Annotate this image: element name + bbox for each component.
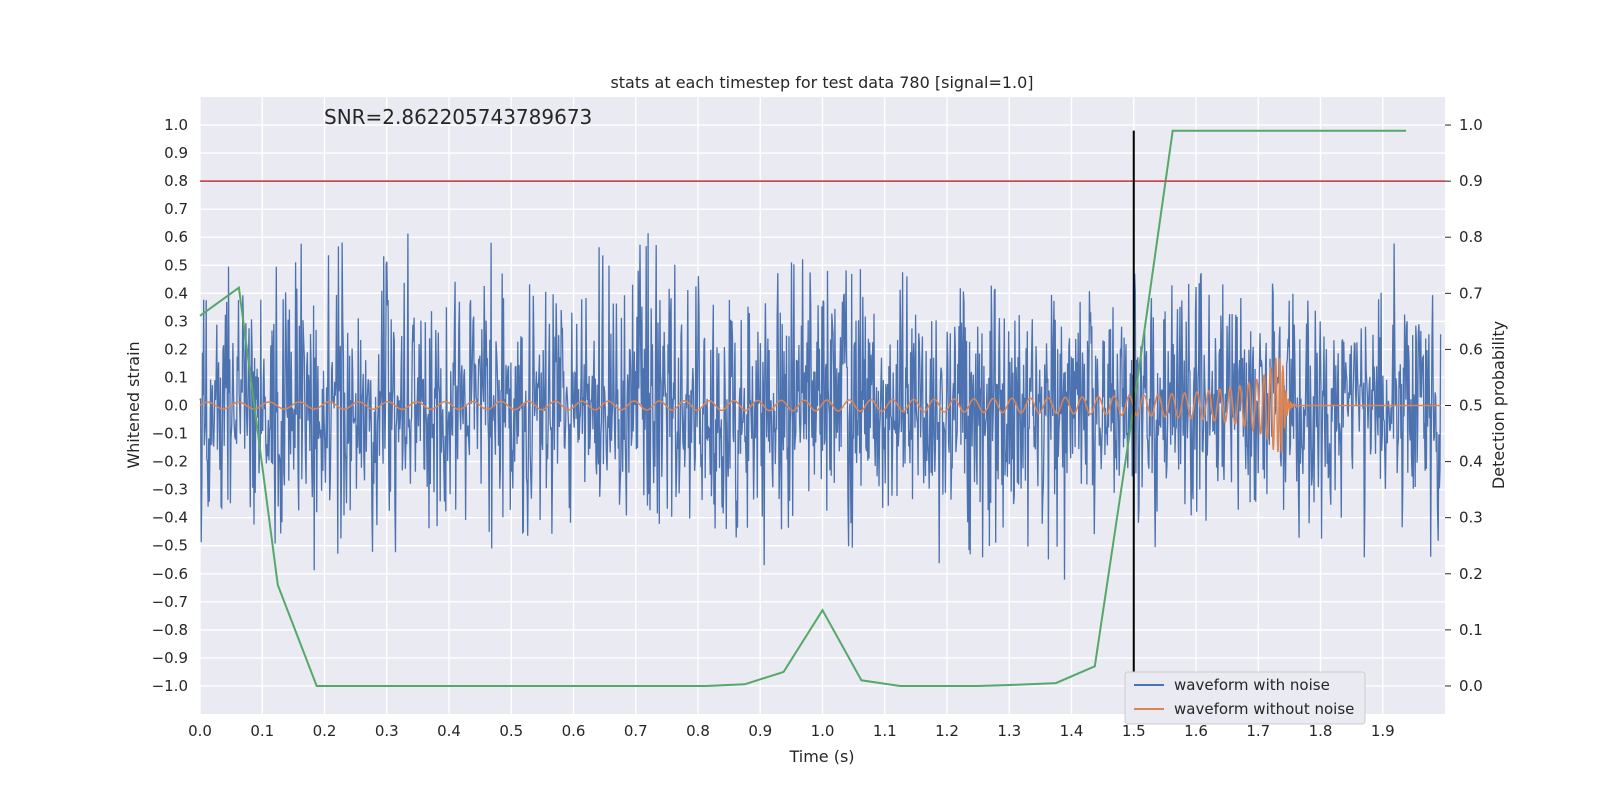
x-tick-label: 0.3 <box>375 722 399 740</box>
y-tick-label: −0.7 <box>152 593 188 611</box>
y2-tick-label: 0.1 <box>1459 621 1483 639</box>
y-tick-label: 0.7 <box>164 200 188 218</box>
y2-tick-label: 0.2 <box>1459 565 1483 583</box>
x-tick-label: 0.1 <box>250 722 274 740</box>
snr-annotation: SNR=2.862205743789673 <box>324 105 592 129</box>
y-tick-label: 0.4 <box>164 284 188 302</box>
legend-label-clean: waveform without noise <box>1174 700 1354 718</box>
y2-tick-label: 0.7 <box>1459 284 1483 302</box>
x-axis-ticks: 0.0 0.1 0.2 0.3 0.4 0.5 0.6 0.7 0.8 0.9 1.0 1.1 1.2 1… <box>188 722 1395 740</box>
y-axis-label: Whitened strain <box>124 341 143 468</box>
y-tick-label: 0.8 <box>164 172 188 190</box>
y-tick-label: 0.3 <box>164 312 188 330</box>
y-tick-label: −1.0 <box>152 677 188 695</box>
legend-box <box>1124 671 1366 725</box>
x-tick-label: 0.8 <box>686 722 710 740</box>
y-tick-label: 0.1 <box>164 368 188 386</box>
y-tick-label: −0.5 <box>152 537 188 555</box>
y-tick-label: −0.6 <box>152 565 188 583</box>
y-tick-label: −0.2 <box>152 453 188 471</box>
y2-tick-label: 0.0 <box>1459 677 1483 695</box>
x-tick-label: 0.7 <box>624 722 648 740</box>
x-tick-label: 0.0 <box>188 722 212 740</box>
y2-tick-label: 0.4 <box>1459 453 1483 471</box>
y2-tick-label: 1.0 <box>1459 116 1483 134</box>
x-axis-label: Time (s) <box>788 747 854 766</box>
x-tick-label: 0.5 <box>499 722 523 740</box>
x-tick-label: 0.9 <box>748 722 772 740</box>
series-waveform-without-noise <box>199 357 1441 453</box>
y-tick-label: −0.3 <box>152 481 188 499</box>
y-tick-label: 0.6 <box>164 228 188 246</box>
series-detection-probability <box>199 129 1407 687</box>
x-tick-label: 1.6 <box>1184 722 1208 740</box>
y-axis-ticks: 1.0 0.9 0.8 0.7 0.6 0.5 0.4 0.3 0.2 0.1 0.0 −0.1 −0.… <box>152 116 188 695</box>
x-tick-label: 1.4 <box>1060 722 1084 740</box>
legend: waveform with noise waveform without noi… <box>1124 671 1366 725</box>
y2-tick-label: 0.9 <box>1459 172 1483 190</box>
probability-trace <box>199 129 1407 687</box>
series-waveform-with-noise <box>199 233 1442 580</box>
y-tick-label: 0.0 <box>164 397 188 415</box>
y-tick-label: 0.5 <box>164 256 188 274</box>
reference-lines <box>200 130 1445 686</box>
y2-tick-label: 0.6 <box>1459 340 1483 358</box>
y2-tick-label: 0.5 <box>1459 397 1483 415</box>
y-tick-label: −0.1 <box>152 425 188 443</box>
x-tick-label: 1.1 <box>873 722 897 740</box>
x-tick-label: 1.7 <box>1246 722 1270 740</box>
x-tick-label: 0.6 <box>562 722 586 740</box>
x-tick-label: 1.8 <box>1309 722 1333 740</box>
x-tick-label: 0.2 <box>313 722 337 740</box>
x-tick-label: 1.0 <box>811 722 835 740</box>
y-tick-label: −0.8 <box>152 621 188 639</box>
clean-trace <box>199 357 1441 453</box>
y-tick-label: 0.9 <box>164 144 188 162</box>
y-tick-label: 0.2 <box>164 340 188 358</box>
y2-tick-label: 0.3 <box>1459 509 1483 527</box>
x-tick-label: 1.9 <box>1371 722 1395 740</box>
y-tick-label: 1.0 <box>164 116 188 134</box>
y2-tick-label: 0.8 <box>1459 228 1483 246</box>
x-tick-label: 1.3 <box>997 722 1021 740</box>
x-tick-label: 1.5 <box>1122 722 1146 740</box>
legend-label-noise: waveform with noise <box>1174 676 1330 694</box>
x-tick-label: 1.2 <box>935 722 959 740</box>
x-tick-label: 0.4 <box>437 722 461 740</box>
chart-title: stats at each timestep for test data 780… <box>610 73 1033 92</box>
y-tick-label: −0.9 <box>152 649 188 667</box>
y-tick-label: −0.4 <box>152 509 188 527</box>
noise-trace <box>199 233 1442 580</box>
y2-axis-ticks: 1.0 0.9 0.8 0.7 0.6 0.5 0.4 0.3 0.2 0.1 0.0 <box>1445 116 1483 695</box>
y2-axis-label: Detection probability <box>1489 321 1508 489</box>
